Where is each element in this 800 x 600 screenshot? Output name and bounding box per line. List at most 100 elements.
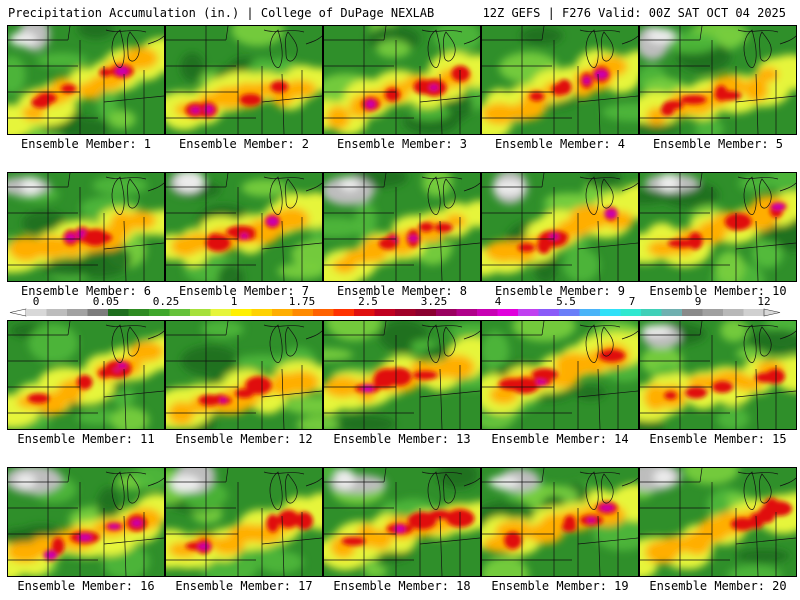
- colorbar-swatch: [333, 309, 355, 316]
- ensemble-member-panel: Ensemble Member: 2: [165, 25, 323, 153]
- colorbar-swatch: [723, 309, 744, 316]
- colorbar-swatch: [272, 309, 293, 316]
- colorbar-swatch: [456, 309, 478, 316]
- colorbar-swatch: [313, 309, 334, 316]
- ensemble-member-panel: Ensemble Member: 8: [323, 172, 481, 300]
- colorbar-swatch: [231, 309, 252, 316]
- member-label: Ensemble Member: 16: [17, 579, 155, 593]
- precip-map: [165, 467, 323, 577]
- colorbar-swatch: [518, 309, 539, 316]
- precip-map: [7, 467, 165, 577]
- colorbar-swatch: [559, 309, 580, 316]
- colorbar-min-arrow: [9, 308, 27, 317]
- colorbar-swatch: [395, 309, 416, 316]
- ensemble-member-panel: Ensemble Member: 9: [481, 172, 639, 300]
- member-label: Ensemble Member: 7: [178, 284, 310, 298]
- member-label: Ensemble Member: 20: [649, 579, 787, 593]
- ensemble-member-panel: Ensemble Member: 17: [165, 467, 323, 595]
- colorbar-swatch: [46, 309, 68, 316]
- member-label: Ensemble Member: 2: [178, 137, 310, 151]
- colorbar-swatch: [538, 309, 560, 316]
- colorbar-swatch: [620, 309, 642, 316]
- ensemble-member-panel: Ensemble Member: 16: [7, 467, 165, 595]
- member-label: Ensemble Member: 5: [652, 137, 784, 151]
- colorbar-swatch: [67, 309, 88, 316]
- colorbar-swatch: [600, 309, 621, 316]
- colorbar-swatch: [579, 309, 601, 316]
- colorbar-tick-label: 0: [33, 295, 40, 308]
- ensemble-member-panel: Ensemble Member: 18: [323, 467, 481, 595]
- ensemble-member-panel: Ensemble Member: 13: [323, 320, 481, 448]
- colorbar-swatch: [743, 309, 765, 316]
- member-label: Ensemble Member: 4: [494, 137, 626, 151]
- colorbar-max-arrow: [763, 308, 781, 317]
- precip-map: [481, 320, 639, 430]
- precip-map: [165, 172, 323, 282]
- precip-map: [323, 320, 481, 430]
- ensemble-member-panel: Ensemble Member: 4: [481, 25, 639, 153]
- colorbar-swatch: [641, 309, 662, 316]
- chart-title: Precipitation Accumulation (in.) | Colle…: [8, 6, 435, 20]
- precip-map: [481, 25, 639, 135]
- colorbar-tick-label: 2.5: [358, 295, 378, 308]
- precip-map: [639, 320, 797, 430]
- colorbar-swatch: [128, 309, 150, 316]
- precip-map: [165, 320, 323, 430]
- member-label: Ensemble Member: 9: [494, 284, 626, 298]
- colorbar-swatch: [169, 309, 191, 316]
- colorbar-swatch: [87, 309, 109, 316]
- colorbar-tick-label: 9: [695, 295, 702, 308]
- colorbar-tick-label: 0.25: [153, 295, 180, 308]
- precip-map: [7, 320, 165, 430]
- ensemble-member-panel: Ensemble Member: 1: [7, 25, 165, 153]
- member-label: Ensemble Member: 18: [333, 579, 471, 593]
- member-label: Ensemble Member: 8: [336, 284, 468, 298]
- colorbar-swatch: [661, 309, 683, 316]
- colorbar-swatch: [292, 309, 314, 316]
- precip-map: [7, 25, 165, 135]
- colorbar-tick-label: 12: [757, 295, 770, 308]
- colorbar-tick-label: 4: [495, 295, 502, 308]
- precip-map: [165, 25, 323, 135]
- ensemble-member-panel: Ensemble Member: 5: [639, 25, 797, 153]
- ensemble-member-panel: Ensemble Member: 10: [639, 172, 797, 300]
- member-label: Ensemble Member: 17: [175, 579, 313, 593]
- colorbar-swatch: [415, 309, 437, 316]
- ensemble-member-panel: Ensemble Member: 20: [639, 467, 797, 595]
- member-label: Ensemble Member: 11: [17, 432, 155, 446]
- ensemble-member-panel: Ensemble Member: 14: [481, 320, 639, 448]
- ensemble-member-panel: Ensemble Member: 11: [7, 320, 165, 448]
- colorbar-swatch: [354, 309, 375, 316]
- colorbar-tick-label: 1: [231, 295, 238, 308]
- precip-colorbar: 0 0.05 0.25 1 1.75 2.5 3.25 4 5.5 7 9 12: [9, 295, 781, 317]
- precip-map: [639, 467, 797, 577]
- member-label: Ensemble Member: 12: [175, 432, 313, 446]
- colorbar-swatch: [26, 309, 47, 316]
- colorbar-swatch: [477, 309, 498, 316]
- colorbar-swatch: [149, 309, 170, 316]
- model-valid-time: 12Z GEFS | F276 Valid: 00Z SAT OCT 04 20…: [482, 6, 786, 20]
- colorbar-swatch: [210, 309, 232, 316]
- ensemble-member-panel: Ensemble Member: 3: [323, 25, 481, 153]
- member-label: Ensemble Member: 13: [333, 432, 471, 446]
- colorbar-tick-label: 3.25: [421, 295, 448, 308]
- ensemble-member-panel: Ensemble Member: 15: [639, 320, 797, 448]
- colorbar-swatch: [190, 309, 211, 316]
- member-label: Ensemble Member: 1: [20, 137, 152, 151]
- colorbar-swatch: [436, 309, 457, 316]
- member-label: Ensemble Member: 19: [491, 579, 629, 593]
- ensemble-member-panel: Ensemble Member: 7: [165, 172, 323, 300]
- colorbar-swatch: [374, 309, 396, 316]
- precip-map: [481, 467, 639, 577]
- colorbar-tick-label: 7: [629, 295, 636, 308]
- member-label: Ensemble Member: 3: [336, 137, 468, 151]
- colorbar-swatch: [682, 309, 703, 316]
- ensemble-member-panel: Ensemble Member: 19: [481, 467, 639, 595]
- precip-map: [323, 172, 481, 282]
- ensemble-member-panel: Ensemble Member: 12: [165, 320, 323, 448]
- colorbar-tick-label: 1.75: [289, 295, 316, 308]
- precip-map: [7, 172, 165, 282]
- colorbar-swatch: [251, 309, 273, 316]
- member-label: Ensemble Member: 6: [20, 284, 152, 298]
- colorbar-tick-label: 0.05: [93, 295, 120, 308]
